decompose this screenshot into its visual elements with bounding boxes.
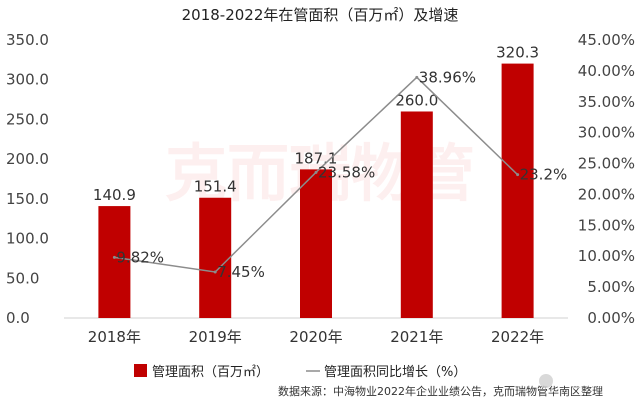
y-left-tick-label: 0.0	[6, 309, 30, 327]
corner-watermark-icon	[539, 374, 553, 388]
growth-value-label: 38.96%	[419, 68, 476, 86]
chart-title: 2018-2022年在管面积（百万㎡）及增速	[182, 6, 459, 24]
y-left-tick-label: 350.0	[6, 31, 49, 49]
y-right-tick-label: 30.00%	[578, 124, 635, 142]
bar	[300, 169, 332, 318]
x-tick-label: 2022年	[491, 328, 544, 346]
y-right-tick-label: 10.00%	[578, 247, 635, 265]
y-right-tick-label: 40.00%	[578, 62, 635, 80]
bar	[400, 111, 433, 318]
growth-point	[516, 173, 520, 177]
plot-area: 0.0 50.0 100.0 150.0 200.0 250.0 300.0 350.0 0.0…	[6, 31, 635, 346]
x-tick-label: 2020年	[289, 328, 342, 346]
y-right-tick-label: 25.00%	[578, 155, 635, 173]
bar-value-label: 260.0	[395, 91, 438, 109]
y-right-tick-label: 35.00%	[578, 93, 635, 111]
growth-value-label: 23.2%	[520, 166, 568, 184]
y-right-tick-label: 45.00%	[578, 31, 635, 49]
y-left-tick-label: 50.0	[6, 269, 39, 287]
legend-label-bar: 管理面积（百万㎡）	[152, 365, 269, 380]
source-note: 数据来源：中海物业2022年企业业绩公告，克而瑞物管华南区整理	[278, 384, 603, 398]
y-left-tick-label: 150.0	[6, 190, 49, 208]
legend-swatch-bar	[134, 364, 147, 377]
growth-point	[112, 255, 116, 259]
y-right-tick-label: 0.00%	[587, 309, 635, 327]
growth-value-label: 23.58%	[318, 163, 375, 181]
y-right-tick-label: 5.00%	[587, 278, 635, 296]
corner-watermark-text: 中物研协	[557, 375, 609, 390]
x-tick-label: 2021年	[390, 328, 443, 346]
bar-value-label: 140.9	[93, 186, 136, 204]
bar-value-label: 320.3	[496, 44, 539, 62]
x-tick-label: 2018年	[88, 328, 141, 346]
legend: 管理面积（百万㎡） 管理面积同比增长（%）	[134, 364, 466, 380]
growth-value-label: 9.82%	[116, 248, 164, 266]
y-left-tick-label: 250.0	[6, 110, 49, 128]
bar	[501, 63, 534, 318]
bar	[98, 206, 131, 318]
corner-watermark: 中物研协	[539, 374, 609, 390]
y-left-tick-label: 300.0	[6, 71, 49, 89]
growth-point	[415, 75, 419, 79]
bar-value-label: 151.4	[194, 178, 237, 196]
growth-point	[213, 270, 217, 274]
growth-point	[314, 170, 318, 174]
legend-label-line: 管理面积同比增长（%）	[324, 365, 466, 380]
x-tick-label: 2019年	[189, 328, 242, 346]
y-left-tick-label: 200.0	[6, 150, 49, 168]
growth-value-label: 7.45%	[217, 263, 265, 281]
y-right-tick-label: 15.00%	[578, 216, 635, 234]
y-left-tick-label: 100.0	[6, 230, 49, 248]
y-right-tick-label: 20.00%	[578, 185, 635, 203]
bar	[199, 197, 232, 318]
